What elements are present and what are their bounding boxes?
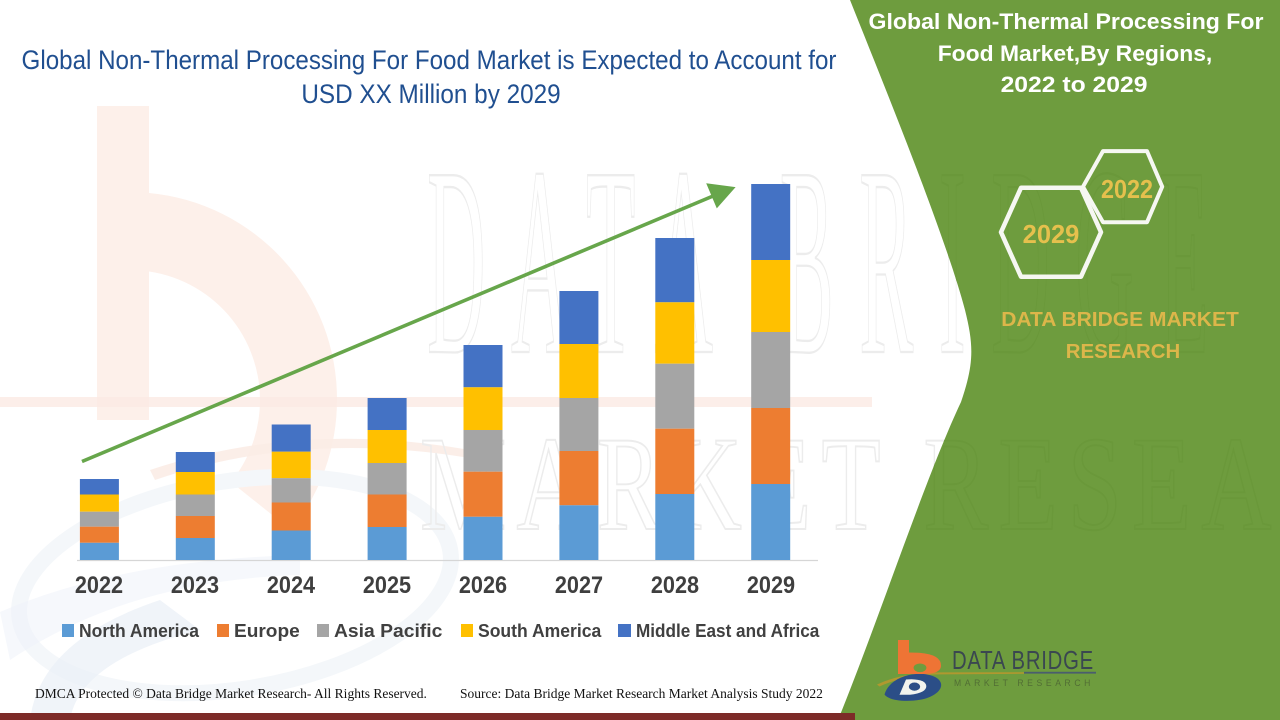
svg-text:MARKET RESEARCH: MARKET RESEARCH <box>954 678 1094 689</box>
svg-text:DATA BRIDGE: DATA BRIDGE <box>952 645 1094 675</box>
